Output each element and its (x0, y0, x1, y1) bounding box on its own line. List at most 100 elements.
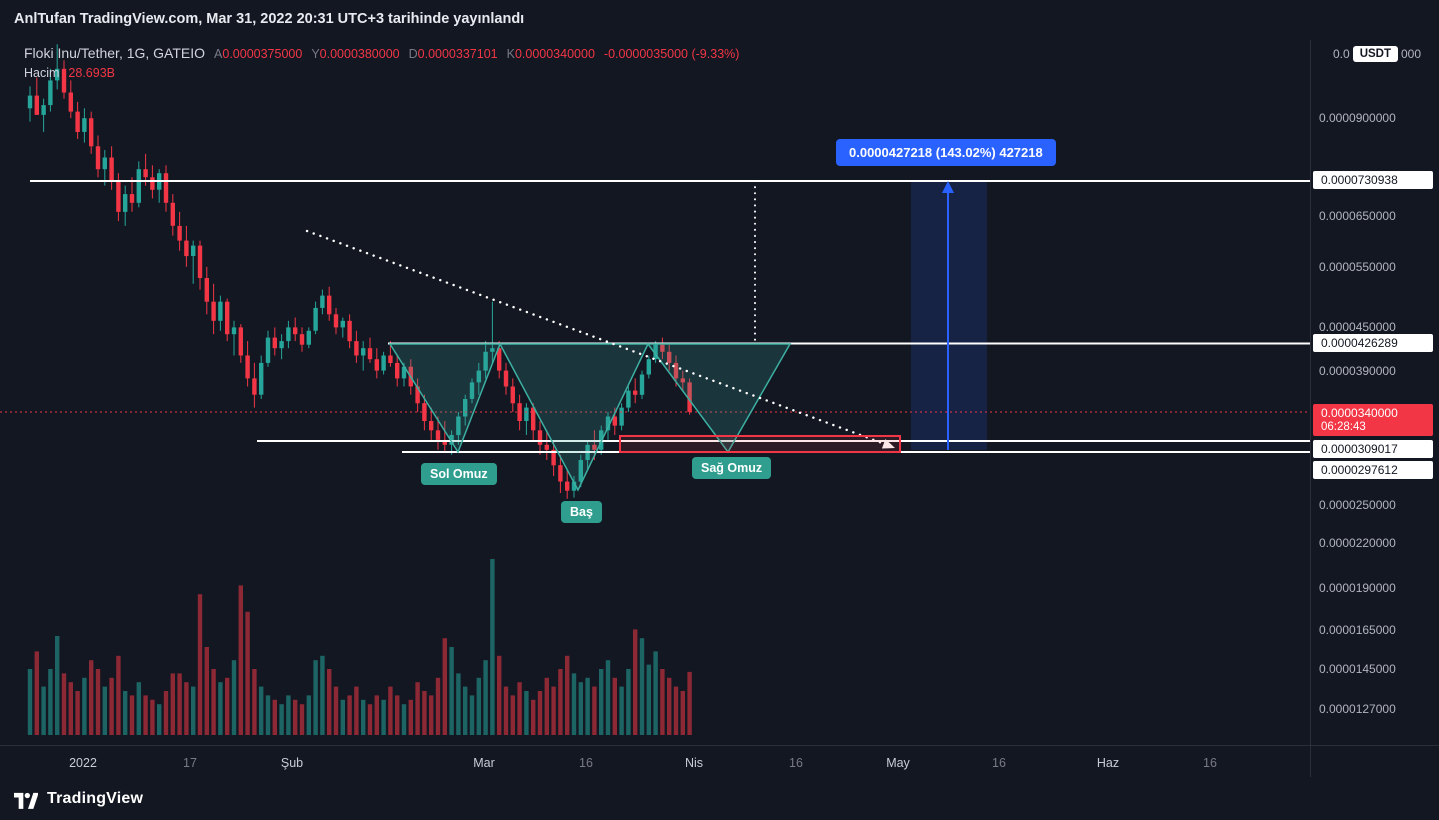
candle[interactable] (34, 95, 39, 115)
candle[interactable] (48, 80, 53, 106)
candle[interactable] (687, 382, 692, 412)
candle[interactable] (612, 416, 617, 426)
candle[interactable] (456, 416, 461, 436)
candle[interactable] (306, 330, 311, 345)
candle[interactable] (565, 481, 570, 491)
candle[interactable] (429, 421, 434, 431)
candle[interactable] (197, 245, 203, 278)
tradingview-logo-icon[interactable] (14, 790, 38, 809)
candle[interactable] (361, 348, 366, 356)
candle[interactable] (27, 95, 33, 109)
price-axis[interactable]: 0.0 USDT 000 0.0000900000 0.0000730938 0.0… (1310, 40, 1439, 777)
candle[interactable] (490, 348, 495, 352)
candle[interactable] (191, 245, 196, 256)
volume-label[interactable]: Hacim (24, 66, 60, 80)
usdt-unit-button[interactable]: USDT (1352, 46, 1398, 62)
candle[interactable] (225, 301, 230, 335)
candle[interactable] (238, 327, 243, 356)
candle[interactable] (517, 403, 522, 421)
candle[interactable] (544, 444, 549, 450)
candle[interactable] (102, 157, 107, 170)
candle[interactable] (136, 169, 141, 203)
candle[interactable] (571, 481, 577, 491)
candle[interactable] (218, 301, 223, 321)
candle[interactable] (524, 407, 529, 421)
candle[interactable] (422, 403, 427, 421)
candle[interactable] (680, 378, 685, 383)
stop-zone-box[interactable] (619, 435, 901, 453)
candle[interactable] (286, 327, 291, 342)
candle[interactable] (381, 355, 386, 371)
candle[interactable] (463, 399, 468, 417)
candle[interactable] (265, 337, 271, 363)
candle[interactable] (211, 301, 216, 321)
candle[interactable] (626, 390, 631, 408)
candle[interactable] (333, 314, 339, 328)
candle[interactable] (252, 378, 257, 395)
candle[interactable] (578, 460, 583, 482)
candle[interactable] (483, 351, 488, 371)
candle[interactable] (646, 359, 651, 375)
candle[interactable] (320, 295, 325, 308)
candle[interactable] (374, 359, 379, 371)
candle[interactable] (667, 351, 672, 363)
candle[interactable] (497, 348, 502, 371)
candle[interactable] (123, 194, 128, 212)
candle[interactable] (68, 92, 73, 112)
candle[interactable] (143, 169, 148, 178)
candle[interactable] (510, 386, 515, 404)
candle[interactable] (442, 439, 447, 445)
candle[interactable] (347, 320, 352, 342)
brand-text[interactable]: TradingView (47, 790, 144, 807)
candle[interactable] (435, 430, 441, 440)
candle[interactable] (293, 327, 298, 335)
candle[interactable] (75, 111, 80, 132)
candle[interactable] (55, 68, 60, 81)
candle[interactable] (605, 416, 611, 431)
candle[interactable] (95, 146, 101, 170)
candle[interactable] (503, 370, 509, 387)
candle[interactable] (313, 307, 318, 331)
candle[interactable] (299, 334, 305, 345)
candle[interactable] (245, 355, 250, 379)
right-shoulder-label[interactable]: Sağ Omuz (692, 457, 772, 479)
candle[interactable] (415, 386, 420, 404)
candle[interactable] (82, 118, 87, 132)
candle[interactable] (592, 444, 597, 450)
candle[interactable] (231, 327, 237, 335)
candle[interactable] (272, 337, 277, 349)
descending-trendline[interactable] (305, 229, 895, 449)
candle[interactable] (163, 173, 169, 203)
candle[interactable] (41, 105, 46, 115)
candle[interactable] (639, 374, 645, 395)
candle[interactable] (129, 194, 135, 203)
candle[interactable] (551, 449, 556, 466)
candle[interactable] (150, 177, 155, 190)
candle[interactable] (476, 370, 481, 383)
candle[interactable] (259, 362, 264, 395)
candle[interactable] (89, 118, 94, 147)
candle[interactable] (537, 430, 543, 445)
candle[interactable] (116, 181, 121, 212)
target-price-label[interactable]: 0.0000427218 (143.02%) 427218 (836, 139, 1056, 166)
candle[interactable] (531, 407, 536, 431)
candle[interactable] (184, 240, 189, 257)
candle[interactable] (367, 348, 373, 360)
candle[interactable] (395, 362, 400, 379)
candle[interactable] (558, 465, 563, 482)
candle[interactable] (653, 344, 658, 360)
candle[interactable] (177, 225, 182, 241)
candle[interactable] (109, 157, 114, 182)
candle[interactable] (340, 320, 345, 328)
candle[interactable] (401, 366, 407, 379)
candle[interactable] (388, 355, 393, 364)
candle[interactable] (204, 278, 209, 302)
candle[interactable] (170, 202, 175, 226)
candle[interactable] (354, 341, 359, 356)
candle[interactable] (327, 295, 332, 315)
candle[interactable] (633, 390, 638, 395)
candle[interactable] (660, 344, 665, 352)
head-label[interactable]: Baş (561, 501, 602, 523)
symbol-title[interactable]: Floki Inu/Tether, 1G, GATEIO (24, 45, 206, 61)
candle[interactable] (279, 341, 284, 349)
